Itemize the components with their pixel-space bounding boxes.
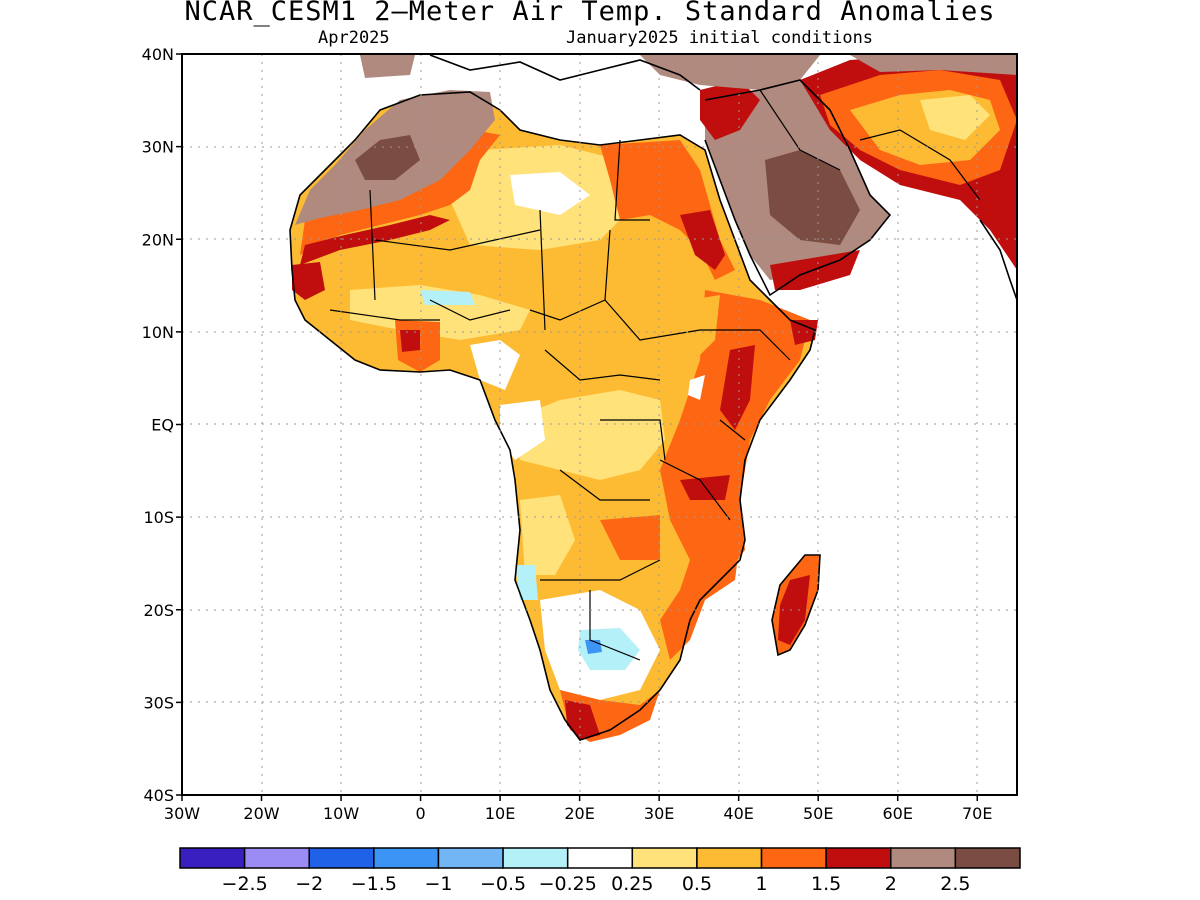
lake-white	[688, 375, 705, 400]
angola-coast-lightblue	[515, 565, 538, 600]
afghanistan-lightyellow	[920, 95, 990, 140]
congo-white	[500, 400, 545, 460]
madagascar-darkred	[778, 575, 810, 645]
colorbar-label: 0.5	[682, 873, 712, 895]
colorbar-label: 0.25	[611, 873, 653, 895]
lon-tick-label: 20W	[243, 804, 279, 823]
colorbar-label: 2.5	[940, 873, 970, 895]
sudan-darkred	[680, 210, 725, 270]
colorbar-label: 2	[885, 873, 897, 895]
congo-yellow	[510, 390, 665, 480]
caspian-brown	[640, 55, 820, 90]
lon-tick-label: 0	[415, 804, 425, 823]
colorbar-swatch	[954, 847, 1021, 869]
gulf-guinea-darkred	[400, 330, 420, 352]
colorbar-swatch	[696, 847, 763, 869]
levant-darkred	[700, 80, 760, 140]
colorbar-swatch	[437, 847, 504, 869]
lat-tick-label: 10S	[143, 508, 174, 527]
namibia-lightblue	[578, 628, 640, 670]
axes: 30W 20W 10W 0 10E 20E 30E 40E 50E 60E 70E 40S 30S 20S…	[142, 45, 993, 823]
chart-title: NCAR_CESM1 2—Meter Air Temp. Standard An…	[184, 0, 996, 27]
nigeria-white	[470, 340, 520, 390]
colorbar: −2.5 −2 −1.5 −1 −0.5 −0.25 0.25 0.5 1 1.5 2 2.5	[179, 847, 1021, 895]
lat-tick-label: 40S	[143, 786, 174, 805]
colorbar-swatch	[502, 847, 569, 869]
lon-tick-label: 10E	[485, 804, 515, 823]
colorbar-label: 1	[755, 873, 767, 895]
colorbar-label: 1.5	[811, 873, 841, 895]
horn-darkred	[790, 320, 818, 345]
lat-tick-label: 20S	[143, 601, 174, 620]
lon-tick-label: 50E	[803, 804, 833, 823]
mediterranean-north-coast	[429, 54, 701, 91]
colorbar-label: −1	[424, 873, 452, 895]
sahel-lightblue	[420, 290, 475, 305]
borders	[329, 89, 981, 661]
top-right-brown	[850, 55, 1017, 75]
lat-tick-label: EQ	[151, 416, 174, 435]
lon-tick-label: 10W	[323, 804, 359, 823]
colorbar-swatch	[179, 847, 246, 869]
lat-tick-label: 20N	[142, 230, 174, 249]
colorbar-label: −1.5	[351, 873, 397, 895]
lon-tick-label: 60E	[882, 804, 912, 823]
colorbar-swatch	[825, 847, 892, 869]
colorbar-swatch	[308, 847, 375, 869]
morocco-brown	[360, 55, 415, 78]
senegal-red	[292, 262, 325, 300]
valid-month-label: Apr2025	[318, 28, 390, 48]
lon-tick-label: 30W	[164, 804, 200, 823]
lon-tick-label: 40E	[723, 804, 753, 823]
east-africa-orange	[660, 290, 810, 580]
colorbar-label: −0.25	[539, 873, 597, 895]
lon-tick-label: 20E	[564, 804, 594, 823]
lat-tick-label: 30N	[142, 138, 174, 157]
initial-conditions-label: January2025 initial conditions	[566, 28, 874, 48]
lat-tick-label: 30S	[143, 693, 174, 712]
colorbar-swatch	[890, 847, 957, 869]
sahara-white	[510, 172, 590, 215]
arabia-coastline	[704, 79, 892, 297]
kenya-darkred	[720, 345, 755, 430]
lat-tick-label: 10N	[142, 323, 174, 342]
coastlines	[289, 54, 1017, 741]
colorbar-swatch	[243, 847, 310, 869]
colorbar-label: −0.5	[480, 873, 526, 895]
arabia-darkbrown	[765, 150, 860, 245]
north-coast-darkbrown	[355, 135, 420, 180]
africa-coastline	[289, 91, 816, 741]
colorbar-swatch	[566, 847, 634, 869]
madagascar-coastline	[771, 554, 821, 657]
colorbar-swatch	[631, 847, 698, 869]
ethiopia-yellow	[680, 295, 720, 360]
colorbar-swatch	[373, 847, 440, 869]
colorbar-label: −2	[295, 873, 323, 895]
angola-lightyellow	[520, 495, 575, 575]
india-coastline	[979, 219, 1017, 301]
west-africa-yellow	[350, 285, 530, 340]
gridlines	[182, 54, 1017, 795]
lon-tick-label: 70E	[962, 804, 992, 823]
zambia-orange	[600, 515, 660, 560]
lat-tick-label: 40N	[142, 45, 174, 64]
lon-tick-label: 30E	[644, 804, 674, 823]
cape-darkred	[565, 700, 600, 740]
colorbar-swatch	[760, 847, 827, 869]
colorbar-label: −2.5	[222, 873, 268, 895]
